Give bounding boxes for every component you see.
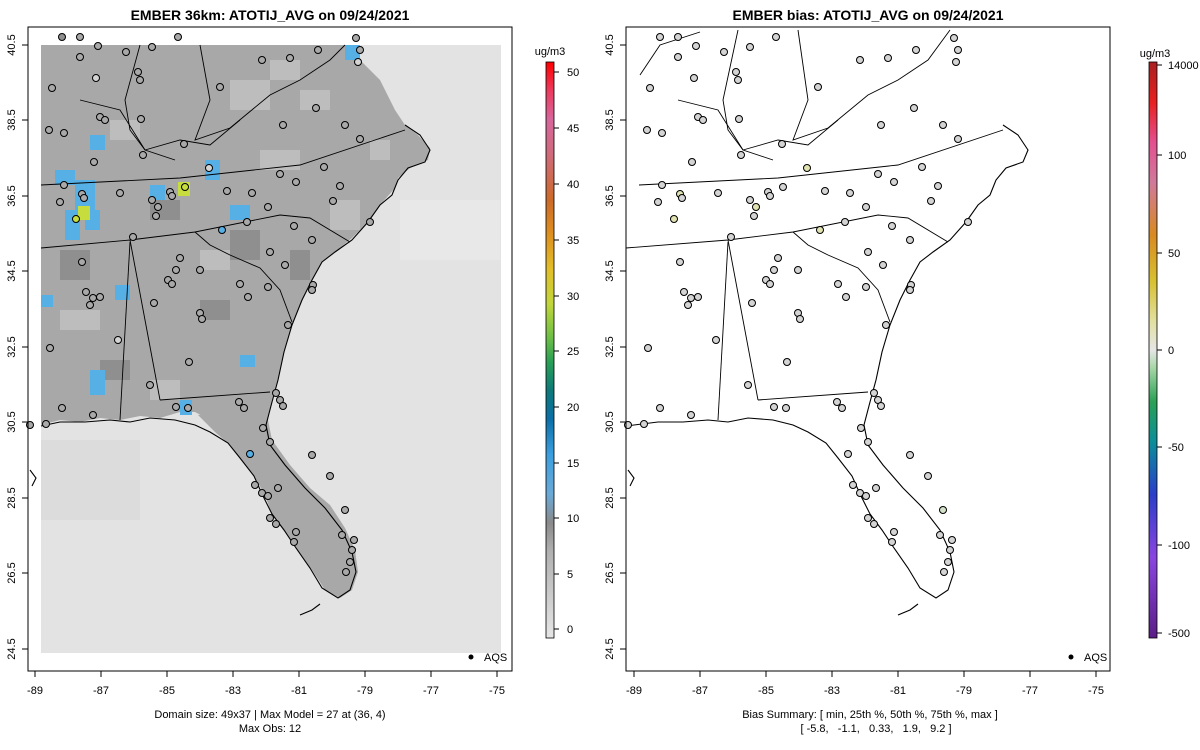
right-colorbar-label: 50: [1168, 248, 1180, 260]
right-station-markers: [624, 33, 972, 576]
right-y-tick: 36.5: [604, 185, 616, 206]
left-colorbar-labels: 0 5 10 15 20 25 30 35 40 45 50: [567, 67, 579, 636]
left-y-tick: 40.5: [6, 34, 18, 55]
left-map: [41, 45, 501, 653]
left-colorbar-label: 40: [567, 179, 579, 191]
right-y-axis: [620, 44, 626, 650]
right-x-tick-labels: -89 -87 -85 -83 -81 -79 -77 -75: [626, 685, 1104, 697]
atlantic-tiles: [400, 200, 500, 260]
left-y-tick: 38.5: [6, 109, 18, 130]
right-colorbar-label: -50: [1168, 442, 1184, 454]
left-colorbar-label: 35: [567, 235, 579, 247]
left-plot-frame: [27, 26, 513, 672]
left-colorbar-label: 10: [567, 513, 579, 525]
right-state-borders: [626, 29, 1004, 421]
right-colorbar-label: 100: [1168, 150, 1186, 162]
left-y-tick: 34.5: [6, 260, 18, 281]
left-x-tick-labels: -89 -87 -85 -83 -81 -79 -77 -75: [27, 685, 505, 697]
right-y-tick: 24.5: [604, 638, 616, 659]
right-plot-frame: [625, 26, 1111, 672]
left-colorbar-label: 45: [567, 123, 579, 135]
left-colorbar-label: 25: [567, 346, 579, 358]
right-x-tick: -89: [626, 685, 642, 697]
right-x-tick: -75: [1088, 685, 1104, 697]
right-y-tick-labels: 40.5 38.5 36.5 34.5 32.5 30.5 28.5 26.5 …: [604, 34, 616, 659]
right-x-tick: -85: [758, 685, 774, 697]
left-light-patches: [60, 60, 390, 400]
left-y-tick: 30.5: [6, 411, 18, 432]
left-colorbar-label: 30: [567, 291, 579, 303]
right-y-tick: 26.5: [604, 562, 616, 583]
left-y-tick: 26.5: [6, 562, 18, 583]
left-x-tick: -85: [159, 685, 175, 697]
right-title: EMBER bias: ATOTIJ_AVG on 09/24/2021: [732, 7, 1003, 23]
left-colorbar-unit: ug/m3: [535, 46, 566, 58]
left-x-tick: -83: [225, 685, 241, 697]
left-footer-line-1: Domain size: 49x37 | Max Model = 27 at (…: [154, 709, 385, 721]
right-coastline: [626, 124, 1029, 616]
left-x-axis: [34, 671, 498, 677]
gulf-tiles: [41, 440, 140, 520]
left-colorbar-label: 20: [567, 402, 579, 414]
right-x-axis: [633, 671, 1097, 677]
left-y-tick: 24.5: [6, 638, 18, 659]
left-y-tick: 36.5: [6, 185, 18, 206]
left-colorbar-label: 15: [567, 458, 579, 470]
right-footer-line-2: [ -5.8, -1.1, 0.33, 1.9, 9.2 ]: [800, 723, 951, 735]
right-colorbar-label: 14000: [1168, 60, 1199, 72]
right-footer-line-1: Bias Summary: [ min, 25th %, 50th %, 75t…: [742, 709, 998, 721]
left-colorbar-label: 0: [567, 624, 573, 636]
left-x-tick: -77: [423, 685, 439, 697]
left-y-tick-labels: 40.5 38.5 36.5 34.5 32.5 30.5 28.5 26.5 …: [6, 34, 18, 659]
left-florida-fill: [198, 410, 358, 598]
left-x-tick: -81: [291, 685, 307, 697]
left-state-borders: [40, 44, 406, 421]
left-x-tick: -75: [489, 685, 505, 697]
left-colorbar-ticks: [554, 71, 559, 630]
left-y-tick: 32.5: [6, 336, 18, 357]
right-y-tick: 38.5: [604, 109, 616, 130]
right-legend-label: AQS: [1084, 652, 1107, 664]
left-legend-label: AQS: [484, 652, 507, 664]
left-colorbar-label: 5: [567, 569, 573, 581]
left-colorbar-label: 50: [567, 67, 579, 79]
right-legend-dot: [1068, 654, 1074, 660]
right-x-tick: -81: [890, 685, 906, 697]
right-colorbar-unit: ug/m3: [1140, 48, 1171, 60]
right-colorbar-label: -100: [1168, 540, 1190, 552]
right-x-tick: -77: [1022, 685, 1038, 697]
left-coastline: [29, 124, 431, 616]
left-x-tick: -89: [27, 685, 43, 697]
left-title: EMBER 36km: ATOTIJ_AVG on 09/24/2021: [131, 7, 410, 23]
right-colorbar-label: -500: [1168, 628, 1190, 640]
right-y-tick: 30.5: [604, 411, 616, 432]
right-y-tick: 34.5: [604, 260, 616, 281]
right-colorbar-ticks: [1157, 64, 1162, 634]
right-x-tick: -87: [692, 685, 708, 697]
right-y-tick: 32.5: [604, 336, 616, 357]
left-footer-line-2: Max Obs: 12: [239, 723, 301, 735]
right-colorbar-label: 0: [1168, 345, 1174, 357]
right-y-tick: 40.5: [604, 34, 616, 55]
left-station-markers: [26, 33, 374, 576]
left-x-tick: -87: [93, 685, 109, 697]
right-y-tick: 28.5: [604, 487, 616, 508]
right-colorbar: [1148, 61, 1158, 639]
right-x-tick: -79: [956, 685, 972, 697]
right-x-tick: -83: [824, 685, 840, 697]
right-colorbar-labels: 14000 100 50 0 -50 -100 -500: [1168, 60, 1199, 640]
left-y-axis: [22, 44, 28, 650]
left-colorbar: [545, 61, 555, 639]
left-legend-dot: [468, 654, 474, 660]
left-y-tick: 28.5: [6, 487, 18, 508]
left-x-tick: -79: [357, 685, 373, 697]
